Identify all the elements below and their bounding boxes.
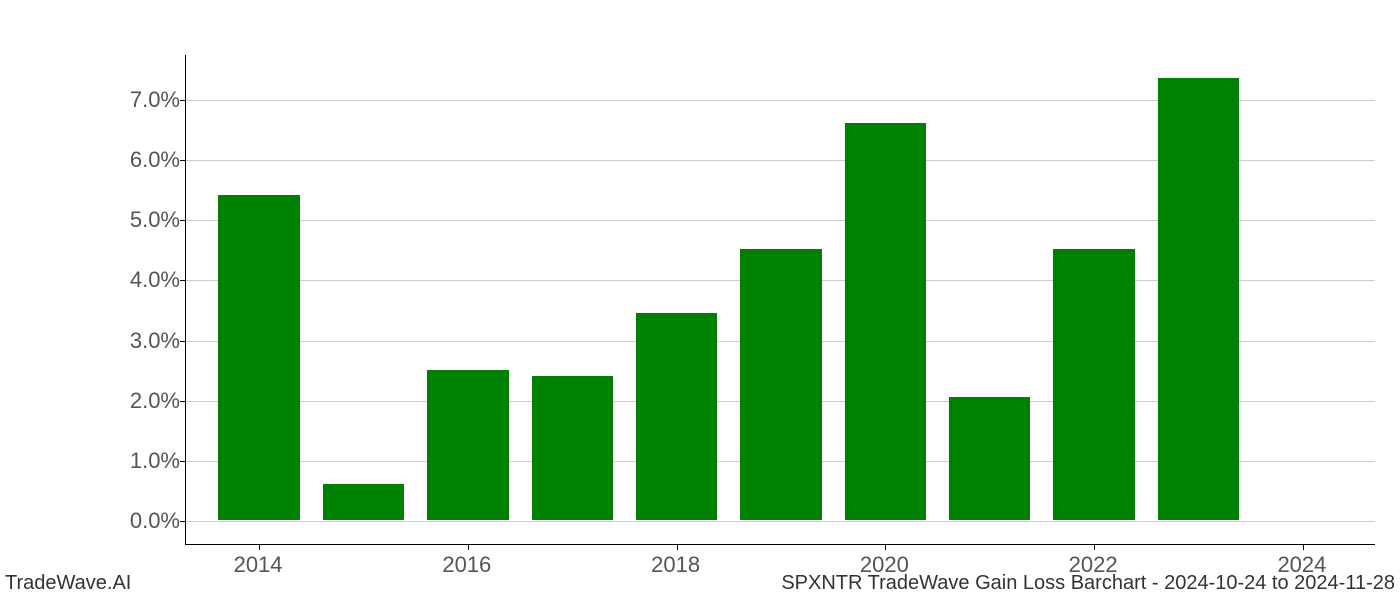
y-tick-mark: [180, 160, 186, 161]
y-tick-mark: [180, 521, 186, 522]
bar-2020: [845, 123, 926, 520]
x-tick-label: 2016: [442, 552, 491, 578]
bar-2023: [1158, 78, 1239, 520]
y-tick-label: 3.0%: [80, 328, 180, 354]
bar-2019: [740, 249, 821, 520]
x-tick-mark: [259, 544, 260, 550]
x-tick-label: 2020: [860, 552, 909, 578]
footer-brand: TradeWave.AI: [5, 572, 131, 595]
y-tick-mark: [180, 461, 186, 462]
y-tick-label: 5.0%: [80, 207, 180, 233]
chart-plot-area: [185, 55, 1375, 545]
x-tick-mark: [677, 544, 678, 550]
bar-2018: [636, 313, 717, 520]
bar-2022: [1053, 249, 1134, 520]
y-tick-label: 1.0%: [80, 448, 180, 474]
y-tick-label: 0.0%: [80, 508, 180, 534]
y-tick-mark: [180, 341, 186, 342]
y-tick-label: 2.0%: [80, 388, 180, 414]
bar-2015: [323, 484, 404, 520]
y-tick-mark: [180, 401, 186, 402]
y-tick-label: 6.0%: [80, 147, 180, 173]
x-tick-mark: [1094, 544, 1095, 550]
y-tick-label: 4.0%: [80, 267, 180, 293]
x-tick-mark: [885, 544, 886, 550]
bar-2016: [427, 370, 508, 520]
x-tick-mark: [468, 544, 469, 550]
plot-border: [185, 55, 1375, 545]
x-tick-mark: [1303, 544, 1304, 550]
x-tick-label: 2022: [1069, 552, 1118, 578]
y-tick-mark: [180, 100, 186, 101]
x-tick-label: 2014: [234, 552, 283, 578]
y-tick-label: 7.0%: [80, 87, 180, 113]
y-tick-mark: [180, 280, 186, 281]
y-tick-mark: [180, 220, 186, 221]
bar-2021: [949, 397, 1030, 520]
bar-2017: [532, 376, 613, 520]
y-gridline: [186, 521, 1375, 522]
bar-2014: [218, 195, 299, 520]
x-tick-label: 2018: [651, 552, 700, 578]
x-tick-label: 2024: [1277, 552, 1326, 578]
